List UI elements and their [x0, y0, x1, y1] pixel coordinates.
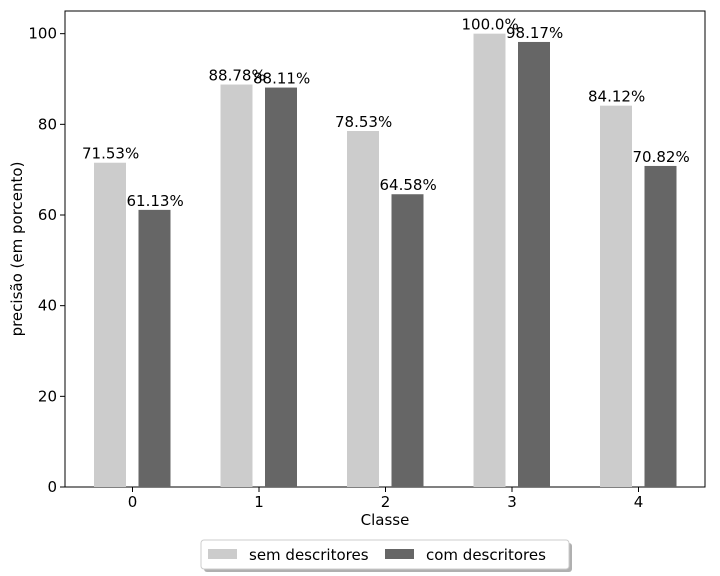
x-axis: 0 1 2 3 4 [128, 487, 644, 511]
legend-label-com-descritores: com descritores [426, 546, 546, 564]
bar [518, 41, 550, 487]
y-tick-label: 40 [38, 297, 57, 315]
bar-value-label: 84.12% [588, 88, 645, 106]
bar [600, 105, 632, 487]
bar [94, 162, 126, 488]
x-tick-label: 3 [507, 493, 517, 511]
legend-swatch-sem-descritores [208, 549, 237, 559]
x-tick-label: 4 [634, 493, 644, 511]
x-axis-title: Classe [361, 511, 410, 529]
bar [473, 33, 506, 488]
bar-value-label: 88.11% [253, 70, 310, 88]
bar-value-label: 98.17% [506, 24, 563, 42]
bar [391, 194, 424, 487]
y-tick-label: 0 [47, 478, 57, 496]
bar [265, 87, 297, 488]
bar [138, 209, 171, 488]
bar-value-label: 100.0% [462, 16, 519, 34]
bar-value-label: 71.53% [82, 145, 139, 163]
y-tick-label: 20 [38, 387, 57, 405]
bar-labels: 71.53% 88.78% 78.53% 100.0% 84.12% 61.13% 88.1… [82, 16, 690, 210]
bar-value-label: 70.82% [633, 148, 690, 166]
bars [94, 33, 677, 488]
bar-value-label: 78.53% [335, 113, 392, 131]
bar [347, 130, 379, 488]
legend: sem descritores com descritores [200, 539, 572, 572]
x-tick-label: 1 [254, 493, 264, 511]
y-tick-label: 80 [38, 115, 57, 133]
bar [644, 165, 677, 487]
bar-value-label: 64.58% [380, 176, 437, 194]
bar [220, 84, 253, 487]
y-tick-label: 100 [28, 25, 57, 43]
bar-value-label: 61.13% [127, 192, 184, 210]
legend-label-sem-descritores: sem descritores [249, 546, 369, 564]
y-tick-label: 60 [38, 206, 57, 224]
x-tick-label: 0 [128, 493, 138, 511]
legend-swatch-com-descritores [385, 549, 414, 559]
bar-value-label: 88.78% [209, 67, 266, 85]
y-axis-title: precisão (em porcento) [8, 162, 26, 337]
x-tick-label: 2 [381, 493, 391, 511]
y-axis: 0 20 40 60 80 100 [28, 25, 65, 496]
